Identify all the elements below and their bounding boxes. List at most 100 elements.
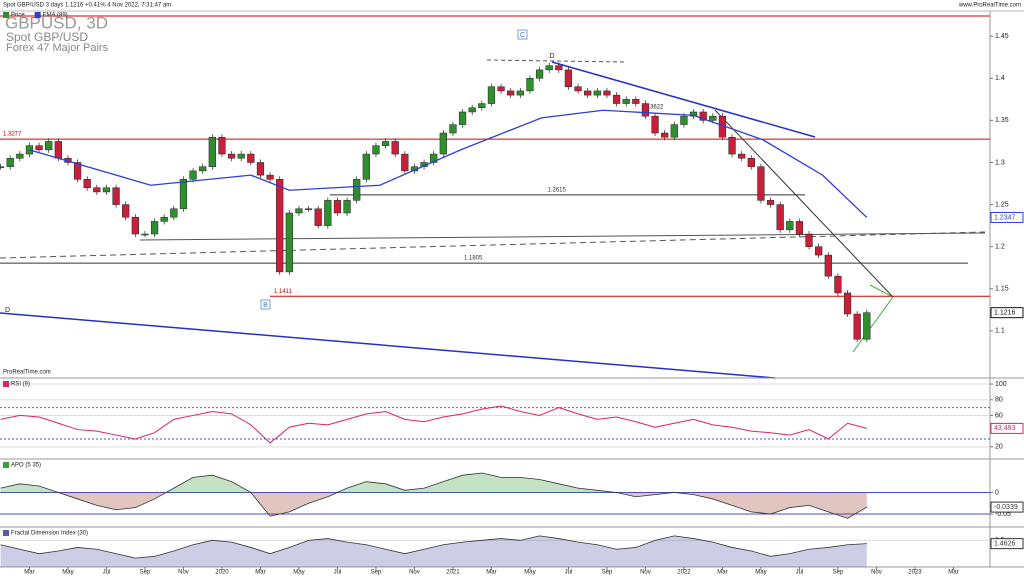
candle-body — [401, 153, 409, 172]
candle-body — [285, 212, 293, 273]
last-value-label: -0.0339 — [994, 504, 1018, 511]
candle-body — [689, 111, 698, 117]
x-tick-label: Jul — [565, 570, 573, 576]
candle-body — [362, 153, 370, 180]
legend-label: Fractal Dimension Index (30) — [11, 531, 88, 537]
legend-label: Price — [11, 13, 25, 19]
candle-body — [343, 200, 351, 214]
level-label: 1.1411 — [274, 289, 293, 295]
candle-body — [757, 166, 765, 201]
candle-body — [122, 204, 130, 218]
last-value-box — [990, 422, 1024, 434]
candle-body — [535, 69, 544, 79]
annotation: C — [520, 32, 525, 39]
candle-body — [16, 153, 24, 159]
candle-body — [786, 221, 794, 231]
candle-body — [487, 86, 496, 104]
candle-body — [738, 153, 746, 159]
candle-body — [333, 200, 342, 214]
last-value-label: 1.4626 — [994, 541, 1016, 548]
legend-swatch — [3, 462, 9, 468]
candle-body — [112, 187, 120, 205]
y-tick-label: 1.15 — [995, 286, 1009, 293]
candle-body — [747, 158, 755, 167]
last-value-box — [990, 211, 1024, 223]
candle-body — [6, 158, 14, 167]
trend-line — [0, 231, 986, 259]
trend-line — [714, 109, 894, 298]
x-tick-label: Sep — [140, 570, 151, 576]
x-tick-label: May — [524, 570, 535, 576]
level-label: 1.1805 — [464, 256, 483, 262]
candle-body — [516, 90, 524, 96]
candle-body — [834, 275, 842, 294]
candle-body — [160, 216, 168, 222]
candle-body — [843, 292, 852, 315]
candle-body — [593, 90, 601, 96]
candle-body — [372, 145, 380, 155]
x-tick-label: 2023 — [908, 570, 922, 576]
candle-body — [54, 141, 62, 159]
last-value-box — [990, 307, 1024, 319]
area-down — [58, 492, 867, 519]
candle-body — [247, 153, 255, 163]
y-tick-label: 60 — [995, 412, 1003, 419]
candle-body — [199, 166, 207, 172]
y-tick-label: 1.25 — [995, 201, 1009, 208]
candle-body — [227, 153, 236, 159]
y-tick-label: 1.1 — [995, 328, 1005, 335]
y-tick-label: 1.2 — [995, 244, 1005, 251]
candle-body — [815, 246, 823, 256]
candle-body — [256, 162, 265, 176]
candle-body — [353, 179, 361, 201]
candle-body — [526, 78, 534, 92]
area-up — [0, 473, 867, 493]
last-value-box — [990, 501, 1024, 513]
chart-subtitle: Spot GBP/USD — [6, 30, 88, 44]
candle-body — [131, 216, 139, 235]
candle-body — [709, 115, 717, 121]
candle-body — [728, 136, 736, 155]
candle-body — [150, 221, 159, 235]
candle-body — [237, 153, 245, 159]
candle-body — [0, 166, 5, 168]
trend-line — [0, 312, 776, 379]
legend-swatch — [3, 530, 9, 536]
candle-body — [141, 233, 149, 236]
candle-body — [304, 208, 313, 211]
level-label: 1.2615 — [548, 187, 567, 193]
candle-body — [766, 200, 775, 205]
candle-body — [102, 187, 111, 193]
candle-body — [603, 90, 611, 96]
x-tick-label: Mar — [255, 570, 265, 576]
x-tick-label: 2021 — [446, 570, 460, 576]
candle-body — [632, 99, 640, 104]
annotation-box — [517, 29, 528, 40]
y-tick-label: 80 — [995, 397, 1003, 404]
candle-body — [381, 141, 390, 146]
candle-body — [651, 115, 659, 134]
area-up — [0, 535, 867, 567]
candle-body — [776, 204, 784, 231]
candle-body — [863, 312, 871, 340]
candle-body — [218, 136, 226, 155]
annotation: 1.3622 — [645, 105, 664, 111]
candle-body — [497, 86, 505, 92]
candle-body — [449, 124, 457, 134]
candle-body — [612, 94, 621, 104]
trend-line — [869, 284, 894, 298]
y-tick-label: -0.05 — [995, 511, 1011, 518]
x-tick-label: Nov — [640, 570, 651, 576]
ema-line — [29, 109, 868, 218]
x-tick-label: May — [293, 570, 304, 576]
candle-body — [324, 200, 332, 226]
x-tick-label: Nov — [409, 570, 420, 576]
last-value-label: 1.1216 — [994, 310, 1016, 317]
x-tick-label: Mar — [24, 570, 34, 576]
x-tick-label: May — [62, 570, 73, 576]
x-tick-label: Jul — [103, 570, 111, 576]
candle-body — [468, 107, 476, 113]
candle-body — [584, 90, 592, 96]
header-info: Spot GBP/USD 3 days 1.1216 +0.41% 4 Nov … — [3, 3, 171, 9]
